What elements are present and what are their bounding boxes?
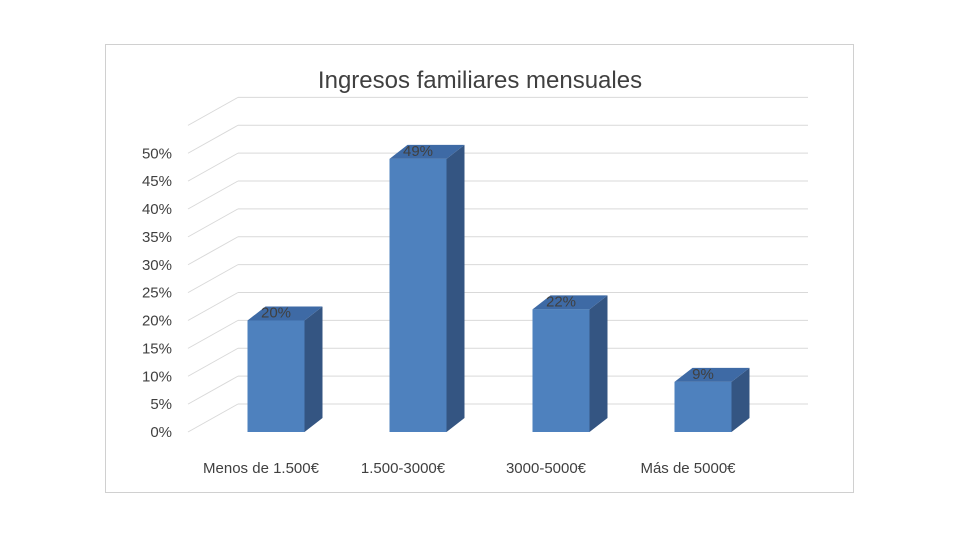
bar-front: [532, 309, 590, 432]
gridline: [187, 96, 808, 126]
data-label: 49%: [403, 143, 433, 160]
data-label: 20%: [261, 305, 291, 322]
bar-top: [532, 295, 608, 310]
x-axis-categories: Menos de 1.500€ 1.500-3000€ 3000-5000€ Más …: [203, 460, 736, 477]
bar-side: [589, 295, 608, 432]
gridline: [187, 347, 808, 377]
gridlines: [187, 96, 808, 433]
y-tick-label: 25%: [142, 285, 172, 302]
bar: [389, 144, 465, 432]
bar-front: [674, 381, 732, 432]
bar-top: [674, 367, 750, 382]
data-label: 9%: [692, 366, 714, 383]
category-label: 3000-5000€: [506, 460, 587, 477]
y-tick-label: 0%: [150, 424, 172, 441]
category-label: Menos de 1.500€: [203, 460, 320, 477]
y-tick-label: 45%: [142, 173, 172, 190]
chart-title: Ingresos familiares mensuales: [318, 67, 642, 94]
gridline: [187, 319, 808, 349]
gridline: [187, 152, 808, 182]
bar-side: [304, 306, 323, 432]
y-tick-label: 15%: [142, 340, 172, 357]
y-tick-label: 50%: [142, 145, 172, 162]
y-tick-label: 20%: [142, 313, 172, 330]
gridline: [187, 292, 808, 321]
bar-side: [731, 367, 750, 432]
bar-side: [446, 144, 465, 432]
y-tick-label: 5%: [150, 396, 172, 413]
category-label: Más de 5000€: [640, 460, 736, 477]
gridline: [187, 124, 808, 154]
gridline: [187, 236, 808, 266]
bar: [247, 306, 323, 432]
category-label: 1.500-3000€: [361, 460, 446, 477]
bar-front: [389, 158, 447, 432]
bar: [532, 295, 608, 432]
y-axis-ticks: 0% 5% 10% 15% 20% 25% 30% 35% 40% 45% 50%: [142, 145, 172, 441]
y-tick-label: 35%: [142, 229, 172, 246]
bar-top: [247, 306, 323, 321]
data-label: 22%: [546, 293, 576, 310]
gridline: [187, 264, 808, 294]
data-labels: 20% 49% 22% 9%: [261, 143, 714, 383]
y-tick-label: 40%: [142, 201, 172, 218]
gridline: [187, 180, 808, 210]
bar-front: [247, 320, 305, 432]
bar: [674, 367, 750, 432]
gridline: [187, 208, 808, 238]
y-tick-label: 10%: [142, 368, 172, 385]
y-tick-label: 30%: [142, 257, 172, 274]
bar-top: [389, 144, 465, 159]
bars: [247, 144, 750, 432]
